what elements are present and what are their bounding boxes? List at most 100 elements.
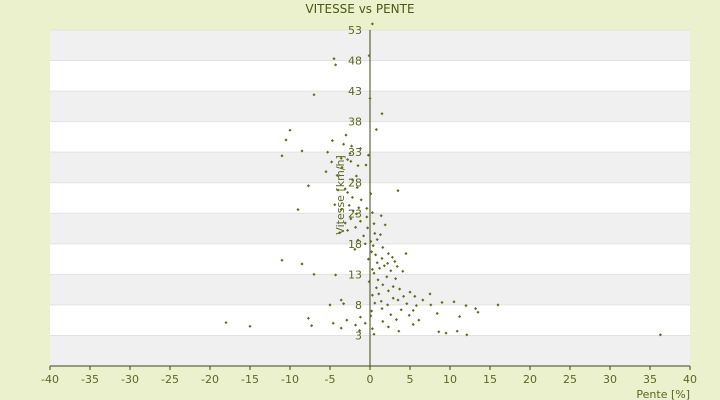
y-tick-label: 13 [348, 268, 362, 281]
data-point [350, 195, 354, 199]
data-point [380, 307, 384, 311]
x-tick-label: -35 [81, 373, 99, 386]
y-tick-label: 53 [348, 24, 362, 37]
data-point [365, 206, 369, 210]
data-point [464, 303, 468, 308]
data-point [345, 318, 349, 322]
data-point [358, 146, 362, 151]
data-point [379, 299, 383, 303]
chart-title: VITESSE vs PENTE [305, 2, 415, 16]
data-point [393, 259, 397, 264]
data-point [378, 266, 382, 270]
data-point [350, 144, 354, 148]
data-point [342, 302, 346, 306]
data-point [414, 303, 418, 308]
x-tick-label: 10 [443, 373, 457, 386]
data-point [421, 298, 425, 302]
x-tick-label: 40 [683, 373, 697, 386]
y-tick-label: 48 [348, 55, 362, 68]
data-point [370, 250, 374, 254]
data-point [389, 313, 393, 317]
y-tick-label: 18 [348, 238, 362, 251]
data-point [408, 290, 412, 294]
data-point [366, 153, 370, 157]
data-point [658, 333, 662, 337]
x-tick-label: -40 [41, 373, 59, 386]
x-tick-label: 35 [643, 373, 657, 386]
data-point [354, 323, 358, 327]
data-point [476, 310, 480, 314]
x-tick-label: -25 [161, 373, 179, 386]
data-point [440, 300, 444, 305]
data-point [401, 269, 405, 273]
data-point [381, 319, 385, 323]
data-point [358, 219, 362, 223]
data-point [396, 298, 400, 302]
data-point [394, 318, 398, 322]
data-point [458, 314, 462, 319]
x-tick-label: 30 [603, 373, 617, 386]
tick-labels: -40 -35 -30 -25 -20 -15 -10 -5 0 5 10 15 20 25 30 35 40 3… [41, 24, 697, 386]
data-point [358, 315, 362, 319]
x-tick-label: -10 [281, 373, 299, 386]
data-point [411, 308, 415, 312]
data-point [349, 217, 353, 221]
data-point [413, 294, 417, 298]
data-point [363, 321, 367, 325]
data-point [381, 283, 385, 287]
data-point [347, 203, 351, 207]
data-point [370, 267, 374, 272]
data-point [370, 22, 374, 26]
data-point [378, 233, 382, 237]
data-point [339, 326, 343, 330]
data-point [370, 327, 374, 331]
data-point [435, 311, 439, 316]
data-point [397, 329, 401, 333]
x-tick-label: 0 [367, 373, 374, 386]
data-point [366, 226, 370, 230]
data-point [362, 234, 366, 238]
y-tick-label: 8 [355, 299, 362, 312]
data-point [411, 322, 415, 327]
data-point [390, 255, 394, 259]
data-point [363, 242, 367, 246]
data-point [377, 292, 381, 296]
data-point [496, 303, 500, 307]
data-point [330, 139, 334, 143]
data-point [339, 298, 343, 302]
data-point [386, 303, 390, 307]
data-point [248, 324, 252, 328]
data-point [300, 262, 304, 266]
data-point [369, 239, 373, 243]
y-tick-label: 3 [355, 329, 362, 342]
data-point [373, 301, 377, 305]
data-point [372, 271, 376, 275]
data-point [312, 272, 316, 276]
x-axis-label: Pente [%] [636, 388, 690, 400]
data-point [356, 164, 360, 168]
data-point [428, 292, 432, 296]
data-point [395, 264, 399, 268]
y-tick-label: 38 [348, 116, 362, 129]
x-tick-label: -5 [325, 373, 336, 386]
x-tick-label: -20 [201, 373, 219, 386]
y-axis-label: Vitesse [km/h] [334, 155, 347, 235]
y-tick-label: 28 [348, 177, 362, 190]
x-tick-label: 20 [523, 373, 537, 386]
data-point [382, 264, 386, 268]
data-point [358, 329, 362, 333]
data-point [330, 160, 334, 164]
data-point [376, 278, 380, 282]
y-tick-label: 43 [348, 85, 362, 98]
data-point [339, 208, 343, 212]
data-point [394, 277, 398, 281]
data-point [389, 269, 393, 273]
x-tick-label: -15 [241, 373, 259, 386]
data-point [399, 308, 403, 312]
data-point [370, 293, 374, 297]
data-point [444, 331, 448, 335]
y-tick-label: 33 [348, 146, 362, 159]
data-point [429, 303, 433, 307]
data-point [370, 309, 374, 313]
